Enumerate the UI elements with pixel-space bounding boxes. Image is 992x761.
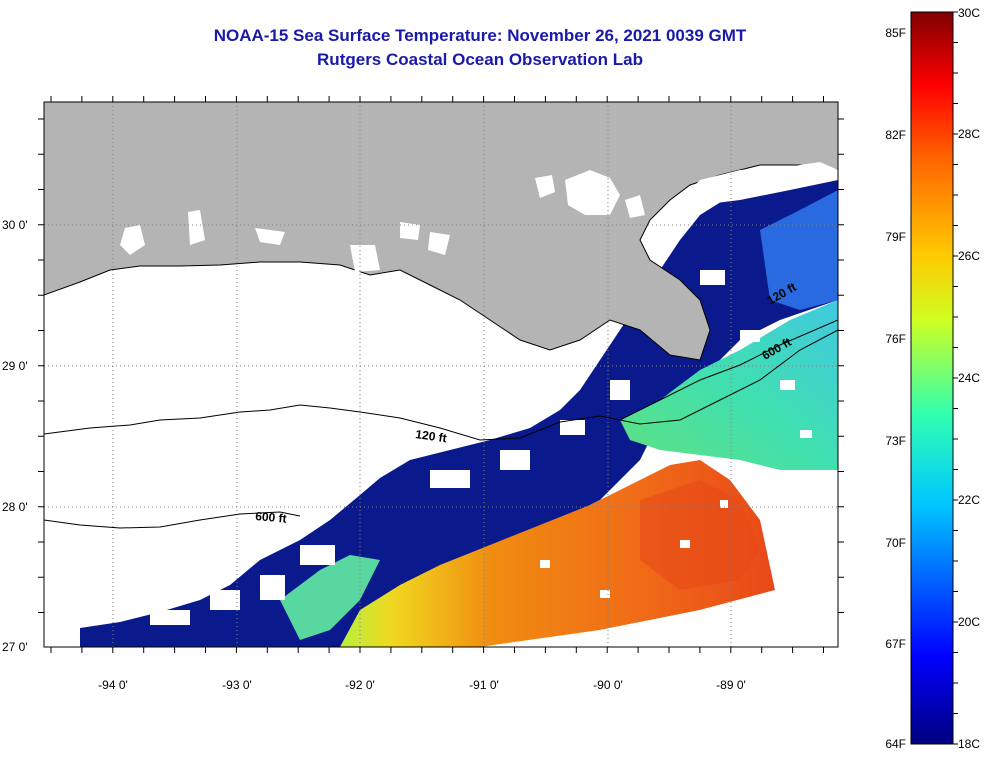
lat-label-29: 29 0' [2,359,28,373]
colorbar-f-64: 64F [885,737,906,751]
colorbar-f-79: 79F [885,230,906,244]
colorbar-f-67: 67F [885,637,906,651]
colorbar-f-82: 82F [885,128,906,142]
lat-label-30: 30 0' [2,218,28,232]
mid-water-west [280,555,380,640]
lon-label-94: -94 0' [98,678,128,692]
map-frame [43,101,839,648]
colorbar-f-85: 85F [885,26,906,40]
lon-label-90: -90 0' [593,678,623,692]
lat-label-28: 28 0' [2,500,28,514]
land-clouds [120,162,838,272]
colorbar-c-28: 28C [958,127,980,141]
lon-label-93: -93 0' [222,678,252,692]
contour-120ft [44,329,838,441]
contour-label-120ft: 120 ft [415,427,448,445]
cold-water-region [80,165,838,647]
colorbar-c-24: 24C [958,371,980,385]
graticule [44,102,838,647]
colorbar-c-26: 26C [958,249,980,263]
colorbar-c-20: 20C [958,615,980,629]
contour-label-600ft: 600 ft [255,509,287,526]
colorbar-f-70: 70F [885,536,906,550]
map-title: NOAA-15 Sea Surface Temperature: Novembe… [213,26,747,45]
colorbar [910,11,954,745]
contour-600ft [44,511,301,529]
lon-label-92: -92 0' [345,678,375,692]
lon-label-89: -89 0' [716,678,746,692]
lon-label-91: -91 0' [469,678,499,692]
colorbar-c-18: 18C [958,737,980,751]
map-subtitle: Rutgers Coastal Ocean Observation Lab [317,50,643,69]
colorbar-f-76: 76F [885,332,906,346]
colorbar-f-73: 73F [885,434,906,448]
warm-core [640,480,760,590]
colorbar-c-30: 30C [958,6,980,20]
contour-600ft-east [619,319,838,421]
mid-water-region [620,300,838,470]
frame-ticks [38,96,844,653]
ne-water-region [760,190,838,310]
colorbar-ticks [953,11,958,745]
colorbar-c-22: 22C [958,493,980,507]
lat-label-27: 27 0' [2,640,28,654]
land [44,102,838,361]
no-data-swath [480,575,838,647]
